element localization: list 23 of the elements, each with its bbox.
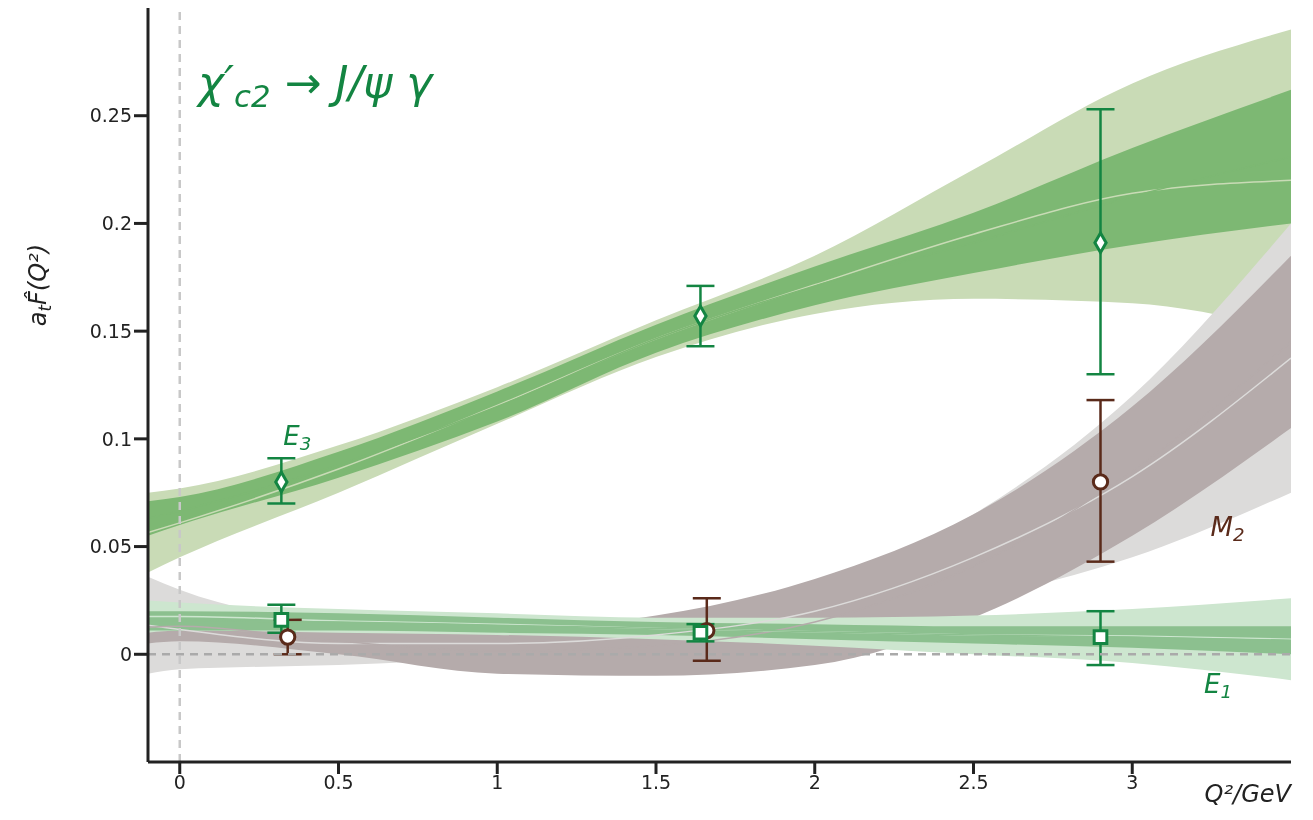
x-tick-label: 1.5 (640, 771, 672, 794)
y-tick-label: 0.25 (89, 104, 132, 127)
x-tick-label: 3 (1126, 771, 1139, 794)
y-tick-label: 0 (119, 643, 132, 666)
x-tick-label: 2 (808, 771, 821, 794)
x-tick-label: 0 (173, 771, 186, 794)
x-tick-label: 0.5 (323, 771, 354, 794)
point (279, 628, 297, 646)
point (692, 624, 709, 641)
x-tick-label: 2.5 (958, 771, 989, 794)
y-tick-label: 0.15 (89, 319, 132, 342)
annotation: M$_{2}$ (1210, 511, 1245, 546)
point (1092, 629, 1109, 645)
point (1091, 473, 1110, 491)
point (273, 611, 290, 628)
y-tick-label: 0.2 (101, 212, 132, 235)
y-tick-label: 0.1 (101, 427, 132, 450)
x-axis-title: Q²/GeV (1204, 780, 1293, 808)
annotation: E$_{1}$ (1203, 669, 1232, 703)
x-tick-label: 1 (491, 771, 504, 794)
y-tick-label: 0.05 (89, 535, 132, 558)
annotation: E$_{3}$ (283, 421, 312, 455)
text: χ′$_{c2}$ → J/ψ γ (196, 57, 435, 115)
